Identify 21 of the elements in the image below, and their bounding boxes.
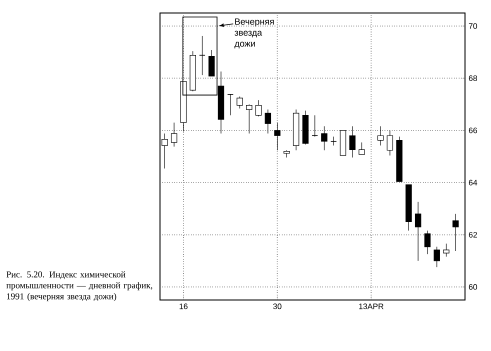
candlestick [227,94,234,116]
candlestick [434,246,440,268]
candlestick [424,230,431,254]
candlestick [349,126,356,158]
candlestick [236,96,243,109]
annotation: Вечерняя звезда дожи [234,18,274,48]
candlestick [246,104,252,134]
text: Рис. 5.20. Индекс химической промышленности — дневной график, 1991 (вечерняя звезда дожи) [6,271,152,302]
candlestick [321,126,328,151]
candlestick [386,130,394,156]
candlestick [264,109,272,134]
candlestick [312,114,318,137]
candlestick [170,122,178,147]
candlestick [443,243,450,257]
candlestick [358,142,365,155]
candlestick [208,50,215,76]
candlestick [255,100,262,117]
candlestick [414,202,422,262]
candlestick [274,122,280,151]
candlestick [452,214,459,252]
candlestick [377,126,384,146]
